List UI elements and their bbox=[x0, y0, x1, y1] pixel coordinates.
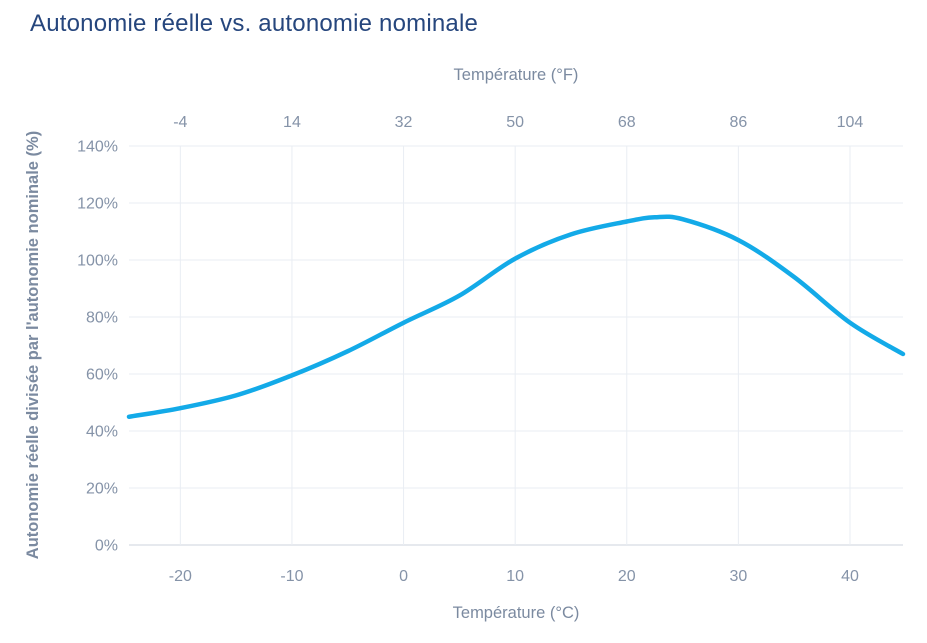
y-axis-title: Autonomie réelle divisée par l'autonomie… bbox=[24, 131, 42, 559]
y-tick-label: 80% bbox=[86, 310, 118, 327]
y-tick-label: 40% bbox=[86, 424, 118, 441]
x-tick-label-celsius: 10 bbox=[506, 568, 524, 585]
x-tick-label-fahrenheit: 14 bbox=[283, 114, 301, 131]
tick-labels: 0% 20% 40% 60% 80% 100% 120% 140% -20 -10 0 10 20 30 4… bbox=[77, 114, 863, 585]
x-tick-label-fahrenheit: 50 bbox=[506, 114, 524, 131]
y-tick-label: 0% bbox=[95, 538, 118, 555]
y-tick-label: 120% bbox=[77, 196, 118, 213]
x-tick-label-celsius: -20 bbox=[169, 568, 192, 585]
y-tick-label: 100% bbox=[77, 253, 118, 270]
x-tick-label-fahrenheit: 104 bbox=[837, 114, 864, 131]
gridlines bbox=[129, 145, 903, 546]
x-tick-label-celsius: -10 bbox=[280, 568, 303, 585]
x-tick-label-fahrenheit: -4 bbox=[173, 114, 187, 131]
y-tick-label: 20% bbox=[86, 481, 118, 498]
x-tick-label-celsius: 20 bbox=[618, 568, 636, 585]
y-tick-label: 140% bbox=[77, 139, 118, 156]
x-tick-label-celsius: 30 bbox=[729, 568, 747, 585]
x-axis-bottom-title: Température (°C) bbox=[453, 604, 580, 622]
series-curves bbox=[126, 214, 906, 420]
chart-title: Autonomie réelle vs. autonomie nominale bbox=[30, 10, 479, 37]
x-tick-label-fahrenheit: 32 bbox=[395, 114, 413, 131]
y-tick-label: 60% bbox=[86, 367, 118, 384]
x-tick-label-fahrenheit: 86 bbox=[729, 114, 747, 131]
range-ratio-curve bbox=[126, 214, 906, 420]
x-tick-label-celsius: 0 bbox=[399, 568, 408, 585]
x-tick-label-fahrenheit: 68 bbox=[618, 114, 636, 131]
x-axis-top-title: Température (°F) bbox=[454, 66, 579, 84]
x-tick-label-celsius: 40 bbox=[841, 568, 859, 585]
